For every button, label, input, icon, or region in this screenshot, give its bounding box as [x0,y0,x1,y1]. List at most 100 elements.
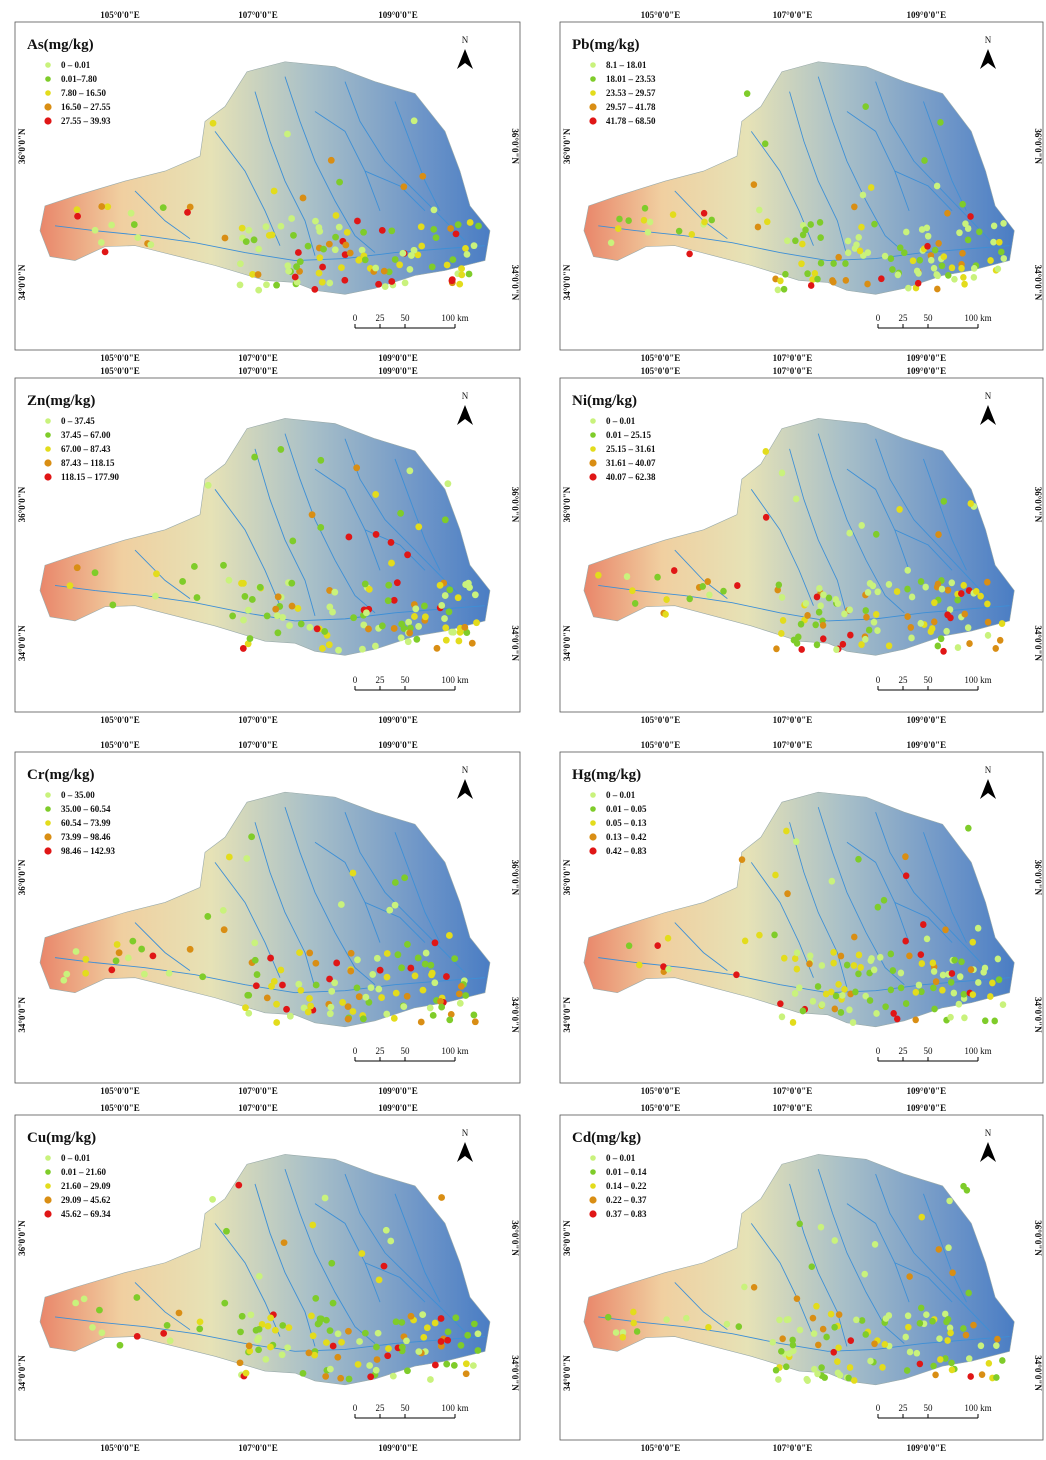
sample-point [948,1360,955,1367]
longitude-label: 105°0'0"E [100,740,140,750]
sample-point [803,1376,810,1383]
sample-point [438,1004,445,1011]
sample-point [970,1322,977,1329]
scale-label: 25 [376,1403,386,1413]
sample-point [374,1356,381,1363]
sample-point [904,586,911,593]
legend-label: 37.45 – 67.00 [61,430,111,440]
sample-point [654,942,661,949]
scale-label: 0 [353,313,358,323]
sample-point [427,962,434,969]
sample-point [388,539,395,546]
sample-point [275,593,282,600]
sample-point [847,606,854,613]
longitude-label: 109°0'0"E [907,10,947,20]
sample-point [475,1330,482,1337]
sample-point [830,1349,837,1356]
sample-point [820,635,827,642]
sample-point [328,1004,335,1011]
sample-point [862,1331,869,1338]
sample-point [326,241,333,248]
sample-point [918,1305,925,1312]
legend-swatch [45,806,51,812]
sample-point [784,1316,791,1323]
sample-point [418,223,425,230]
legend-swatch [44,1196,51,1203]
legend-label: 0 – 0.01 [61,1153,91,1163]
sample-point [882,1341,889,1348]
sample-point [778,1348,785,1355]
sample-point [400,183,407,190]
sample-point [830,260,837,267]
sample-point [458,272,465,279]
legend-swatch [589,833,596,840]
sample-point [949,579,956,586]
sample-point [466,271,473,278]
sample-point [262,1356,269,1363]
sample-point [921,157,928,164]
sample-point [398,964,405,971]
sample-point [239,225,246,232]
longitude-label: 105°0'0"E [641,353,681,363]
legend-label: 67.00 – 87.43 [61,444,111,454]
legend-label: 0.01 – 21.60 [61,1167,107,1177]
sample-point [918,951,925,958]
sample-point [863,614,870,621]
sample-point [645,229,652,236]
legend-label: 0.42 – 0.83 [606,846,647,856]
sample-point [997,637,1004,644]
sample-point [312,1295,319,1302]
legend-label: 23.53 – 29.57 [606,88,656,98]
latitude-label: 36°0'0"N [1033,128,1043,164]
latitude-label: 34°0'0"N [1033,997,1043,1033]
legend-swatch [589,117,596,124]
sample-point [455,221,462,228]
sample-point [347,250,354,257]
sample-point [613,1329,620,1336]
longitude-label: 107°0'0"E [773,10,813,20]
longitude-label: 109°0'0"E [378,740,418,750]
longitude-label: 107°0'0"E [238,1443,278,1453]
sample-point [903,229,910,236]
sample-point [871,221,878,228]
sample-point [81,1296,88,1303]
sample-point [456,281,463,288]
sample-point [311,286,318,293]
sample-point [466,584,473,591]
legend-label: 0.01 – 0.14 [606,1167,647,1177]
sample-point [398,1319,405,1326]
sample-point [783,828,790,835]
legend-swatch [589,1210,596,1217]
sample-point [865,249,872,256]
sample-point [756,207,763,214]
scale-label: 100 km [964,1403,991,1413]
sample-point [197,1318,204,1325]
sample-point [265,1323,272,1330]
sample-point [906,952,913,959]
sample-point [700,583,707,590]
sample-point [857,247,864,254]
sample-point [271,188,278,195]
sample-point [844,962,851,969]
sample-point [194,594,201,601]
sample-point [360,229,367,236]
sample-point [290,232,297,239]
sample-point [796,1220,803,1227]
sample-point [896,506,903,513]
sample-point [956,1001,963,1008]
sample-point [358,1250,365,1257]
sample-point [326,280,333,287]
sample-point [818,1224,825,1231]
sample-point [327,1366,334,1373]
sample-point [771,931,778,938]
sample-point [949,970,956,977]
sample-point [362,580,369,587]
sample-point [991,222,998,229]
sample-point [377,967,384,974]
sample-point [794,966,801,973]
sample-point [985,619,992,626]
sample-point [284,131,291,138]
sample-point [334,1354,341,1361]
sample-point [833,993,840,1000]
sample-point [248,833,255,840]
